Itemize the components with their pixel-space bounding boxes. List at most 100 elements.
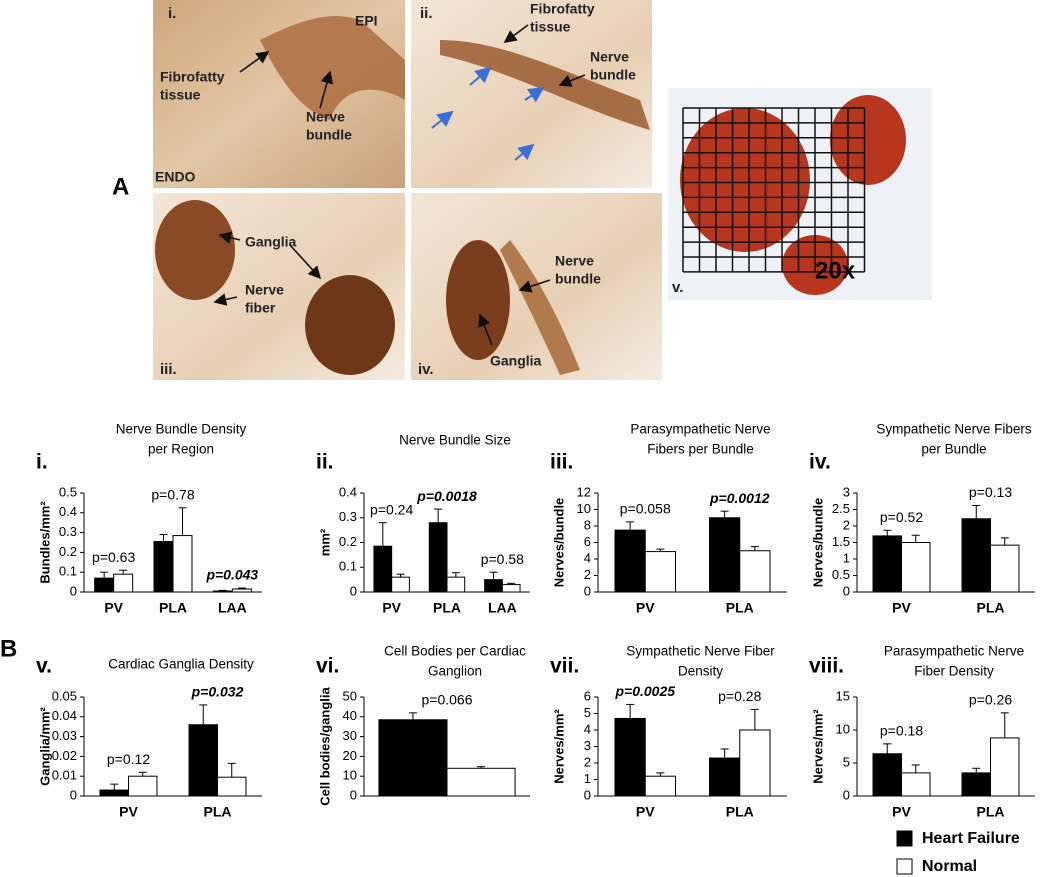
- image-label: i.: [168, 5, 176, 22]
- p-value: p=0.58: [481, 551, 524, 567]
- bar: [614, 717, 646, 797]
- bar: [484, 579, 503, 593]
- panel-label: A: [112, 173, 129, 200]
- y-tick-label: 20: [343, 748, 357, 763]
- x-tick-label: PV: [892, 804, 911, 820]
- chart-label: iii.: [550, 451, 573, 474]
- chart-label: v.: [36, 655, 52, 678]
- bar: [428, 522, 448, 593]
- y-axis-label: Cell bodies/ganglia: [317, 686, 332, 805]
- y-tick-label: 3: [843, 484, 850, 499]
- y-tick-label: 5: [584, 705, 591, 720]
- image-label: ii.: [420, 5, 433, 22]
- x-tick-label: PLA: [204, 804, 232, 820]
- y-tick-label: 5: [843, 754, 850, 769]
- chart-title: per Region: [148, 442, 214, 457]
- error-bar: [477, 766, 486, 769]
- error-bar: [750, 546, 759, 551]
- p-value: p=0.058: [620, 501, 671, 517]
- error-bar: [911, 534, 920, 543]
- x-tick-label: PLA: [159, 600, 187, 616]
- chart-label: vii.: [550, 655, 579, 678]
- panel-label: B: [0, 635, 17, 662]
- bar: [961, 518, 992, 593]
- tissue: [260, 16, 405, 121]
- chart-title: Cardiac Ganglia Density: [108, 657, 254, 672]
- p-value: p=0.18: [880, 723, 923, 739]
- bar: [990, 737, 1020, 797]
- error-bar: [237, 587, 246, 590]
- bar: [901, 542, 931, 593]
- bar: [614, 529, 646, 593]
- chart-label: iv.: [809, 451, 831, 474]
- error-bar: [451, 572, 460, 578]
- image-label: Nerve: [590, 49, 629, 65]
- y-tick-label: 2: [843, 517, 850, 532]
- bar: [901, 772, 931, 797]
- bar: [128, 775, 158, 797]
- y-tick-label: 0.3: [339, 509, 357, 524]
- bar: [644, 775, 676, 797]
- p-value: p=0.0018: [416, 488, 477, 504]
- y-tick-label: 0.04: [52, 708, 77, 723]
- error-bar: [489, 571, 498, 580]
- y-tick-label: 6: [584, 688, 591, 703]
- y-axis-label: Nerves/mm²: [810, 709, 825, 784]
- error-bar: [159, 534, 168, 542]
- error-bar: [100, 571, 109, 579]
- error-bar: [911, 764, 920, 773]
- y-axis-label: Nerves/mm²: [551, 709, 566, 784]
- bar: [217, 776, 247, 797]
- bar: [961, 772, 992, 797]
- y-tick-label: 0.01: [52, 768, 77, 783]
- arrows: [213, 24, 586, 346]
- bar: [446, 576, 466, 593]
- tissue: [680, 108, 810, 252]
- y-axis-label: Ganglia/mm²: [37, 706, 52, 785]
- error-bar: [408, 712, 417, 720]
- chart-title: per Bundle: [921, 442, 986, 457]
- x-tick-label: PLA: [977, 804, 1005, 820]
- chart-title: Parasympathetic Nerve: [630, 422, 770, 437]
- image-label: ENDO: [155, 169, 196, 185]
- y-tick-label: 0: [350, 583, 357, 598]
- chart-title: Nerve Bundle Size: [399, 433, 511, 448]
- y-tick-label: 10: [836, 721, 850, 736]
- y-tick-label: 0.4: [59, 504, 77, 519]
- y-tick-label: 0.1: [59, 564, 77, 579]
- image-label: Nerve: [306, 109, 345, 125]
- bar: [709, 517, 741, 593]
- x-tick-label: PLA: [726, 600, 754, 616]
- image-label: 20x: [815, 257, 856, 284]
- chart-title: Cell Bodies per Cardiac: [384, 644, 526, 659]
- error-bar: [720, 510, 729, 518]
- x-tick-label: PLA: [726, 804, 754, 820]
- chart-title: Fiber Density: [914, 664, 994, 679]
- p-value: p=0.066: [422, 692, 473, 708]
- y-tick-label: 0.02: [52, 748, 77, 763]
- error-bar: [972, 505, 981, 519]
- image-label: iv.: [418, 361, 434, 378]
- chart-title: Sympathetic Nerve Fiber: [626, 644, 775, 659]
- bar: [709, 757, 741, 797]
- error-bar: [138, 771, 147, 777]
- error-bar: [507, 582, 516, 585]
- tissue: [446, 240, 510, 360]
- error-bar: [178, 507, 187, 536]
- error-bar: [720, 748, 729, 759]
- y-tick-label: 0.5: [832, 567, 850, 582]
- bar: [739, 729, 771, 797]
- chart-label: viii.: [809, 655, 844, 678]
- tissue: [440, 40, 650, 130]
- chart-label: vi.: [316, 655, 339, 678]
- y-tick-label: 0.05: [52, 688, 77, 703]
- legend-label: Normal: [922, 858, 977, 875]
- bar: [644, 551, 676, 593]
- chart-title: Ganglion: [428, 664, 482, 679]
- bar: [872, 535, 903, 593]
- error-bar: [883, 529, 892, 536]
- bar: [113, 573, 134, 593]
- y-tick-label: 1.5: [832, 534, 850, 549]
- bar: [739, 550, 771, 593]
- y-tick-label: 0.4: [339, 484, 357, 499]
